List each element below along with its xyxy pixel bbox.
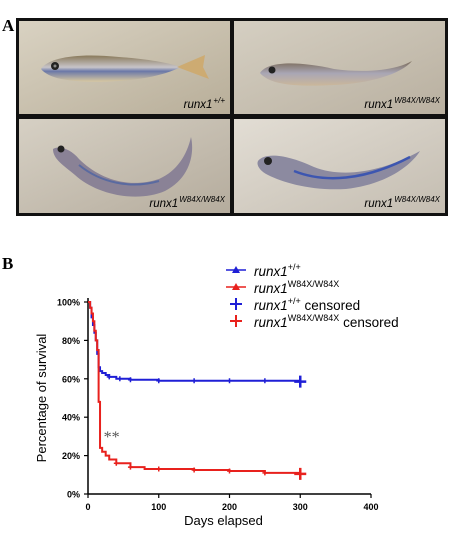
fish-image xyxy=(234,119,445,213)
censor-mark xyxy=(191,378,197,384)
censor-mark xyxy=(227,378,232,384)
significance-annotation: ** xyxy=(104,429,120,446)
survival-curve-0 xyxy=(88,301,302,382)
censor-mark xyxy=(106,374,112,380)
fish-photo-mutant-3: runx1W84X/W84X xyxy=(234,119,445,213)
censor-mark xyxy=(262,470,268,476)
survival-chart: 0% 20% 40% 60% 80% 100% 0 100 200 300 400 Days elap… xyxy=(34,298,379,529)
panel-a-label: A xyxy=(2,16,15,35)
y-axis-title: Percentage of survival xyxy=(34,334,49,463)
y-tick-label: 40% xyxy=(62,413,80,423)
censor-mark xyxy=(117,376,123,382)
y-tick-label: 100% xyxy=(57,298,80,308)
legend-plus-icon xyxy=(230,315,242,327)
x-tick-label: 400 xyxy=(363,502,378,512)
x-tick-label: 300 xyxy=(293,502,308,512)
genotype-label: runx1W84X/W84X xyxy=(364,96,440,111)
legend-line-triangle-icon xyxy=(226,266,246,273)
genotype-label: runx1W84X/W84X xyxy=(364,195,440,210)
panel-b-label: B xyxy=(2,254,14,273)
censor-mark xyxy=(113,460,119,466)
x-tick-label: 200 xyxy=(222,502,237,512)
genotype-label: runx1W84X/W84X xyxy=(149,195,225,210)
censor-mark xyxy=(156,378,162,384)
genotype-label: runx1+/+ xyxy=(183,96,225,111)
legend-line-triangle-icon xyxy=(226,283,246,290)
x-tick-label: 0 xyxy=(85,502,90,512)
censor-mark xyxy=(191,467,197,473)
x-tick-label: 100 xyxy=(151,502,166,512)
x-axis-title: Days elapsed xyxy=(184,513,263,528)
fish-image xyxy=(234,21,445,114)
fish-photo-wildtype: runx1+/+ xyxy=(19,21,230,114)
censor-mark xyxy=(294,467,307,480)
fish-photo-grid: runx1+/+ runx1W84X/W84X runx1W84X/W84X xyxy=(16,18,448,216)
survival-curve-1 xyxy=(88,301,302,474)
fish-image xyxy=(19,21,230,114)
y-tick-label: 20% xyxy=(62,451,80,461)
legend-plus-icon xyxy=(230,298,242,310)
censor-mark xyxy=(127,377,133,383)
censor-mark xyxy=(156,466,162,472)
censor-mark xyxy=(227,468,232,474)
censor-mark xyxy=(127,464,133,470)
fish-photo-mutant-1: runx1W84X/W84X xyxy=(234,21,445,114)
y-tick-label: 80% xyxy=(62,336,80,346)
fish-photo-mutant-2: runx1W84X/W84X xyxy=(19,119,230,213)
y-tick-label: 60% xyxy=(62,374,80,384)
censor-mark xyxy=(262,378,268,384)
y-tick-label: 0% xyxy=(67,490,80,500)
fish-image xyxy=(19,119,230,213)
censor-mark xyxy=(294,375,307,388)
